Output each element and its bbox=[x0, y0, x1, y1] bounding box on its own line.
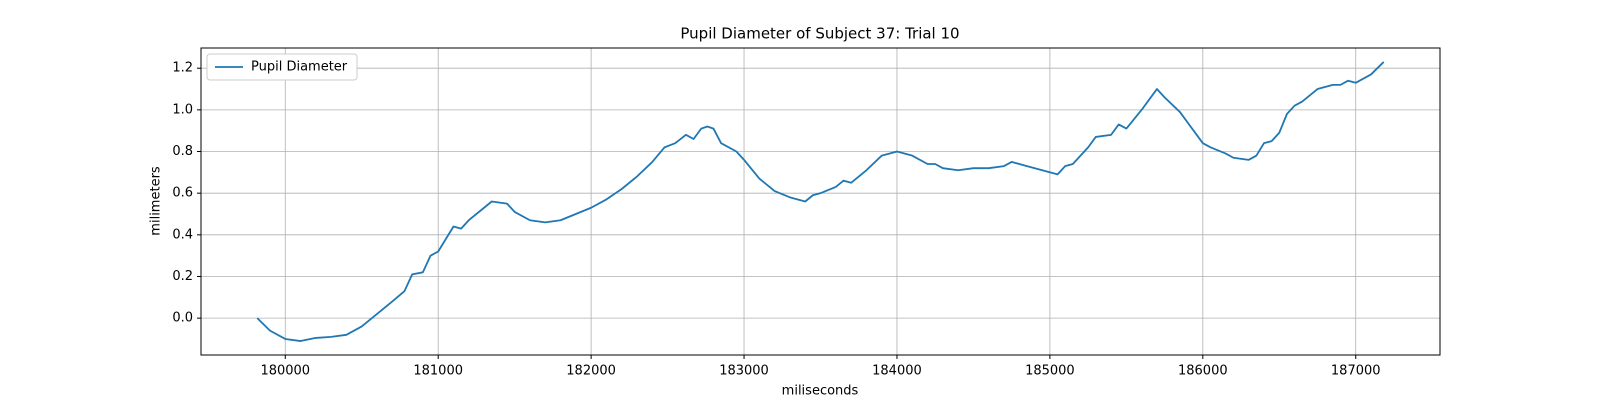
x-tick-label: 184000 bbox=[872, 364, 922, 379]
x-tick-label: 182000 bbox=[566, 364, 616, 379]
legend-label: Pupil Diameter bbox=[251, 60, 348, 75]
y-tick-label: 0.2 bbox=[172, 269, 193, 284]
y-tick-label: 1.2 bbox=[172, 61, 193, 76]
plot-frame bbox=[200, 47, 1441, 356]
x-tick-label: 186000 bbox=[1178, 364, 1228, 379]
y-tick-label: 0.8 bbox=[172, 144, 193, 159]
chart-title: Pupil Diameter of Subject 37: Trial 10 bbox=[680, 25, 959, 43]
y-axis-label: milimeters bbox=[149, 166, 164, 236]
y-tick-label: 0.0 bbox=[172, 311, 193, 326]
x-axis-label: miliseconds bbox=[782, 384, 859, 399]
y-tick-label: 0.6 bbox=[172, 186, 193, 201]
x-tick-label: 187000 bbox=[1331, 364, 1381, 379]
y-tick-label: 0.4 bbox=[172, 227, 193, 242]
x-tick-label: 185000 bbox=[1025, 364, 1075, 379]
data-line bbox=[256, 61, 1385, 342]
x-tick-label: 183000 bbox=[719, 364, 769, 379]
x-tick-label: 180000 bbox=[260, 364, 310, 379]
x-tick-label: 181000 bbox=[413, 364, 463, 379]
y-tick-label: 1.0 bbox=[172, 102, 193, 117]
legend-box bbox=[206, 53, 358, 81]
